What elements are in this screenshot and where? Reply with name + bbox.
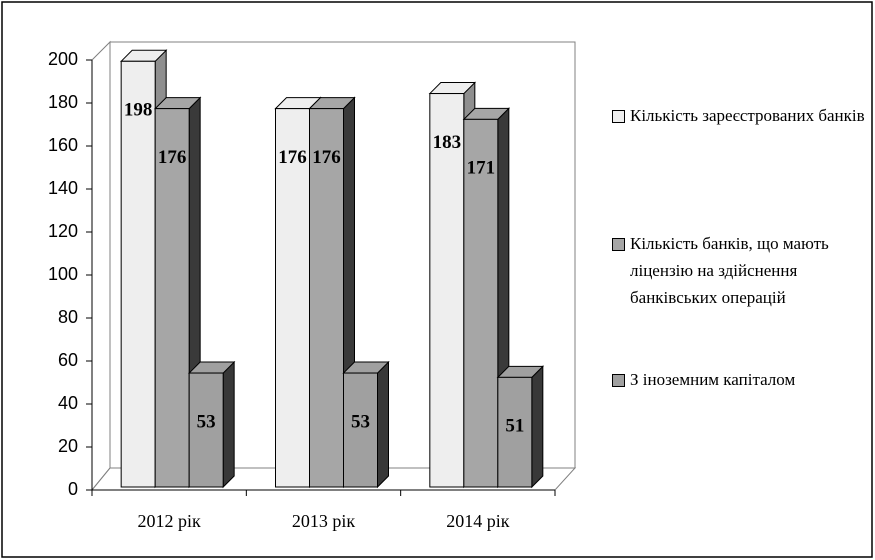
legend-label: Кількість зареєстрованих банків bbox=[630, 106, 865, 125]
bar bbox=[497, 376, 533, 488]
legend-item: З іноземним капіталом bbox=[608, 366, 870, 393]
y-tick-label: 180 bbox=[48, 92, 78, 112]
bar-side bbox=[222, 360, 235, 489]
data-label: 53 bbox=[351, 411, 370, 432]
bar-side bbox=[377, 360, 389, 489]
data-label: 198 bbox=[124, 100, 153, 121]
bar bbox=[343, 372, 378, 488]
y-tick-label: 160 bbox=[48, 135, 78, 155]
legend-swatch bbox=[612, 110, 625, 123]
y-tick-label: 20 bbox=[58, 436, 78, 456]
legend-label: З іноземним капіталом bbox=[630, 370, 796, 389]
data-label: 183 bbox=[433, 132, 462, 153]
bar bbox=[120, 60, 156, 488]
data-label: 176 bbox=[312, 147, 341, 168]
y-tick-label: 40 bbox=[58, 393, 78, 413]
legend-swatch bbox=[612, 238, 625, 251]
x-tick-label: 2013 рік bbox=[292, 511, 356, 531]
data-label: 176 bbox=[278, 147, 307, 168]
y-tick-label: 0 bbox=[68, 479, 78, 499]
y-tick-label: 200 bbox=[48, 49, 78, 69]
legend-item: Кількість банків, що мають ліцензію на з… bbox=[608, 230, 870, 311]
bar bbox=[429, 93, 465, 488]
bar bbox=[275, 108, 310, 488]
data-label: 171 bbox=[467, 158, 496, 179]
legend-item: Кількість зареєстрованих банків bbox=[608, 102, 870, 129]
legend-swatch bbox=[612, 374, 625, 387]
data-label: 51 bbox=[505, 416, 524, 437]
data-label: 176 bbox=[158, 147, 187, 168]
y-tick-label: 140 bbox=[48, 178, 78, 198]
bar bbox=[154, 108, 190, 488]
x-tick-label: 2012 рік bbox=[138, 511, 202, 531]
legend-label: Кількість банків, що мають ліцензію на з… bbox=[630, 234, 829, 307]
bar bbox=[309, 108, 344, 488]
bar bbox=[463, 118, 499, 488]
y-tick-label: 120 bbox=[48, 221, 78, 241]
bar-side bbox=[531, 365, 544, 489]
x-tick-label: 2014 рік bbox=[446, 511, 510, 531]
bar bbox=[188, 372, 224, 488]
side-wall bbox=[91, 40, 111, 492]
y-tick-label: 80 bbox=[58, 307, 78, 327]
y-tick-label: 60 bbox=[58, 350, 78, 370]
y-tick-label: 100 bbox=[48, 264, 78, 284]
data-label: 53 bbox=[197, 411, 216, 432]
